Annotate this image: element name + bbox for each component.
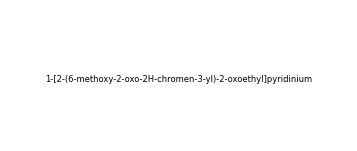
Text: 1-[2-(6-methoxy-2-oxo-2H-chromen-3-yl)-2-oxoethyl]pyridinium: 1-[2-(6-methoxy-2-oxo-2H-chromen-3-yl)-2… [45,75,312,84]
